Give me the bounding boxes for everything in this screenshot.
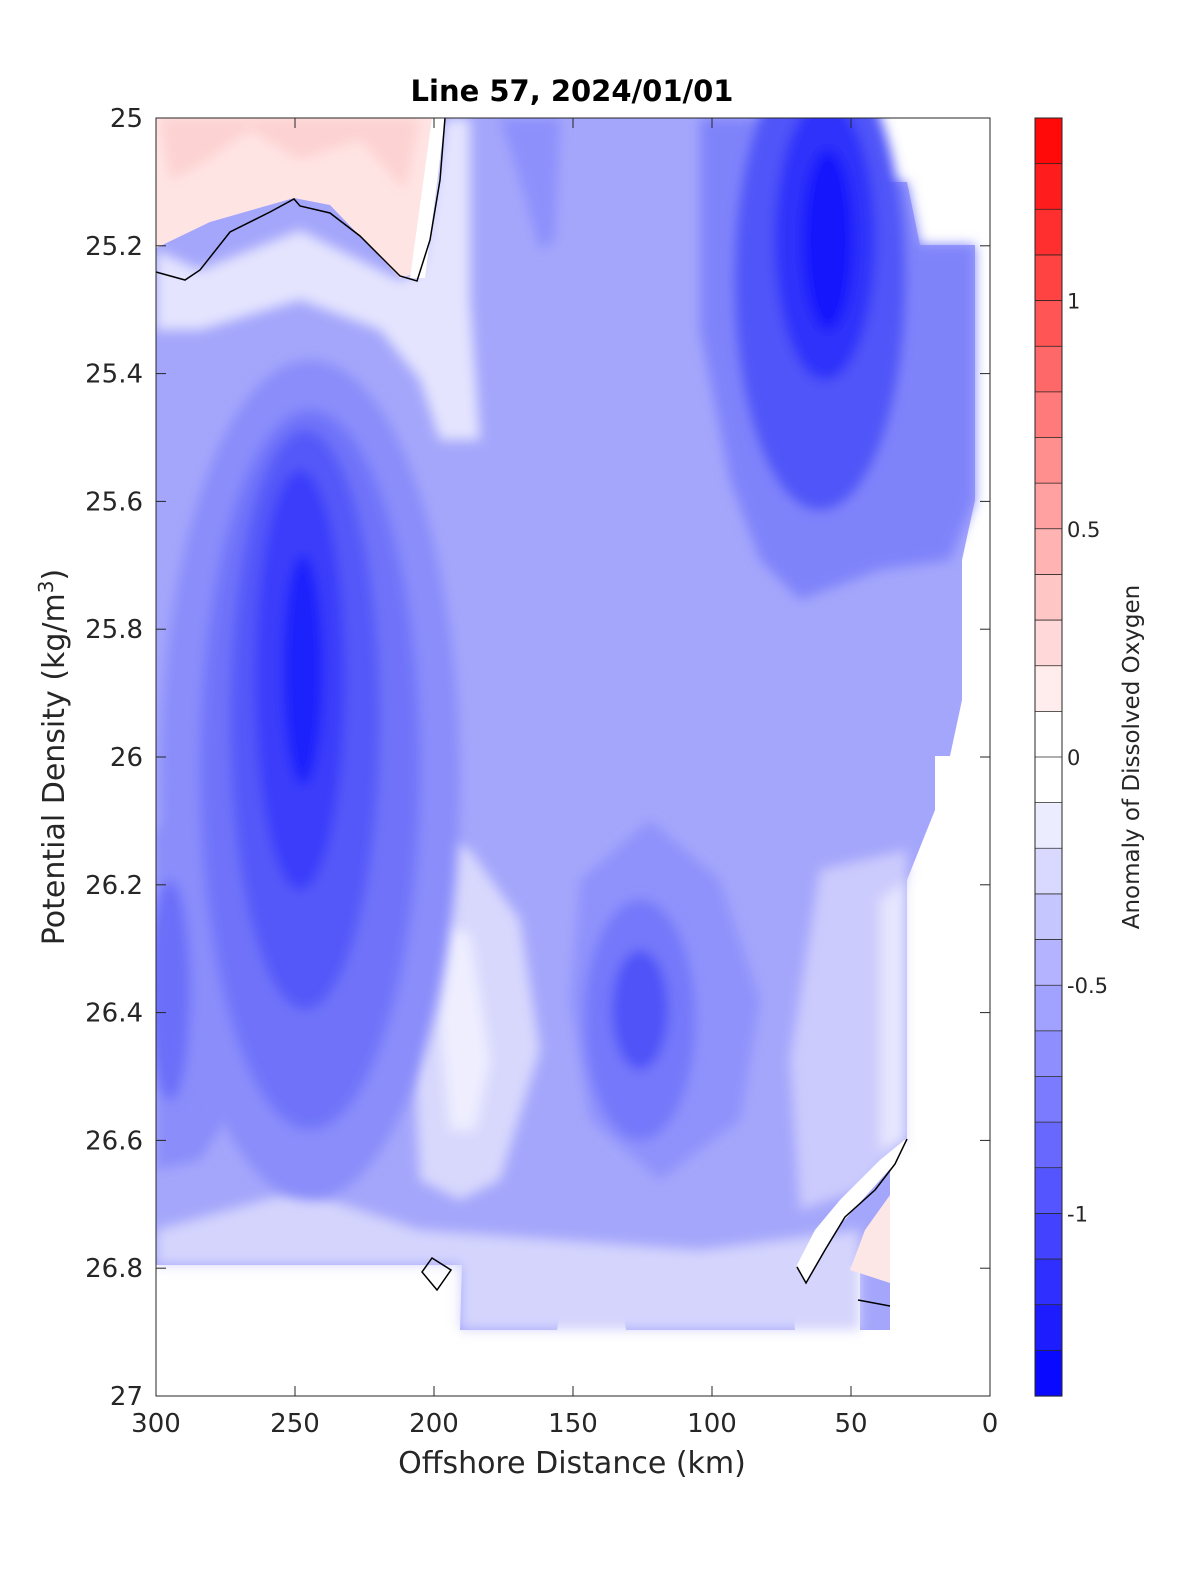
light-zone-northwest	[156, 118, 480, 440]
colorbar-level	[1035, 483, 1062, 530]
colorbar-frame	[1034, 117, 1063, 1397]
west-edge-core	[156, 880, 190, 1100]
y-tick-label: 26.2	[85, 871, 143, 901]
y-axis: 25 25.2 25.4 25.6 25.8 26 26.2 26.4 26.6 26.8 27	[85, 104, 990, 1412]
chart-title: Line 57, 2024/01/01	[411, 74, 734, 108]
light-zone-far-east	[880, 880, 907, 1150]
colorbar-tick-label: 0.5	[1067, 518, 1100, 542]
colorbar-level	[1035, 391, 1062, 439]
positive-anomaly-northwest	[156, 118, 440, 278]
colorbar-level	[1035, 802, 1062, 849]
lightest-zone-south	[440, 925, 490, 1130]
x-tick-label: 0	[982, 1409, 999, 1439]
colorbar-level	[1035, 209, 1062, 256]
colorbar-level	[1035, 346, 1062, 393]
y-tick-label: 27	[110, 1382, 143, 1412]
southern-core-level-2	[612, 950, 668, 1070]
y-tick-label: 25.6	[85, 487, 143, 517]
colorbar-axis: 1 0.5 0 -0.5 -1	[1067, 290, 1108, 1227]
colorbar-tick-label: -0.5	[1067, 974, 1108, 998]
colorbar-tick-label: -1	[1067, 1202, 1088, 1226]
y-tick-label: 25.8	[85, 615, 143, 645]
y-tick-label: 25.4	[85, 360, 143, 390]
colorbar-level	[1035, 848, 1062, 895]
light-zone-east	[790, 850, 907, 1210]
y-axis-label-superscript: 3	[34, 580, 58, 593]
colorbar-level	[1035, 985, 1062, 1032]
colorbar-level	[1035, 574, 1062, 621]
y-tick-label: 26.8	[85, 1254, 143, 1284]
colorbar-level	[1035, 163, 1062, 210]
colorbar-level	[1035, 757, 1062, 804]
x-axis-label: Offshore Distance (km)	[398, 1446, 746, 1481]
colorbar-level	[1035, 665, 1062, 712]
colorbar-level	[1035, 528, 1062, 576]
x-tick-label: 300	[131, 1409, 181, 1439]
zero-contour-southeast-tail	[857, 1299, 891, 1307]
colorbar-level	[1035, 1076, 1062, 1123]
colorbar-level	[1035, 300, 1062, 347]
y-axis-label: Potential Density (kg/m3)	[34, 569, 72, 945]
colorbar-level	[1035, 1304, 1062, 1351]
zero-contour-small-loop	[421, 1256, 453, 1292]
colorbar-level	[1035, 1350, 1062, 1397]
colorbar-level	[1035, 1259, 1062, 1306]
colorbar-tick-label: 0	[1067, 746, 1080, 770]
zero-contour-lines	[155, 117, 908, 1307]
y-tick-label: 26	[110, 743, 143, 773]
y-tick-label: 26.4	[85, 999, 143, 1029]
y-tick-label: 25	[110, 104, 143, 134]
zero-contour-north	[155, 117, 446, 282]
x-tick-label: 200	[409, 1409, 459, 1439]
colorbar-label: Anomaly of Dissolved Oxygen	[1119, 585, 1145, 930]
y-axis-label-main: Potential Density (kg/m	[37, 593, 72, 945]
x-tick-label: 100	[687, 1409, 737, 1439]
colorbar-level	[1035, 1213, 1062, 1260]
mid-zone-upper-center	[500, 118, 560, 250]
colorbar-level	[1035, 254, 1062, 302]
colorbar-tick-label: 1	[1067, 290, 1080, 314]
colorbar-level	[1035, 620, 1062, 667]
positive-anomaly-southeast	[850, 1195, 890, 1283]
x-tick-label: 150	[548, 1409, 598, 1439]
x-tick-label: 250	[270, 1409, 320, 1439]
colorbar-level	[1035, 437, 1062, 484]
colorbar	[1034, 117, 1063, 1397]
colorbar-level	[1035, 711, 1062, 758]
y-axis-label-close: )	[37, 569, 72, 581]
colorbar-level	[1035, 1030, 1062, 1078]
zero-contour-gap-north	[410, 118, 445, 278]
y-tick-label: 25.2	[85, 232, 143, 262]
light-zone-bottom	[156, 1190, 860, 1330]
colorbar-level	[1035, 118, 1062, 165]
northeast-core-level-3	[803, 150, 853, 330]
colorbar-level	[1035, 893, 1062, 941]
x-axis: 300 250 200 150 100 50 0	[131, 118, 998, 1439]
western-core-level-5	[283, 555, 323, 785]
contour-fill	[156, 118, 975, 1330]
colorbar-level	[1035, 1122, 1062, 1169]
colorbar-level	[1035, 1167, 1062, 1215]
y-tick-label: 26.6	[85, 1126, 143, 1156]
x-tick-label: 50	[834, 1409, 867, 1439]
zero-contour-southeast	[796, 1138, 908, 1285]
colorbar-level	[1035, 939, 1062, 986]
positive-anomaly-northwest-inner	[160, 118, 420, 190]
shading-core-layer	[156, 118, 905, 1200]
